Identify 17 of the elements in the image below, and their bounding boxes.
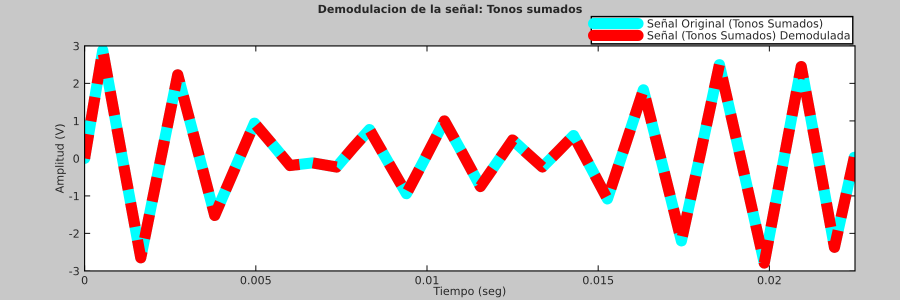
y-tick-label: 1 — [74, 117, 79, 126]
y-tick-label: -2 — [69, 229, 79, 238]
chart-title: Demodulacion de la señal: Tonos sumados — [318, 4, 582, 14]
y-tick-label: 0 — [73, 154, 79, 163]
x-tick-label: 0.015 — [583, 276, 614, 284]
x-tick-label: 0.005 — [240, 276, 271, 284]
legend-label: Señal (Tonos Sumados) Demodulada — [648, 30, 850, 41]
x-axis-title: Tiempo (seg) — [433, 286, 506, 298]
y-tick-label: 2 — [73, 79, 79, 88]
y-tick-label: -3 — [69, 266, 79, 276]
x-tick-label: 0.02 — [758, 276, 781, 284]
x-tick-label: 0 — [82, 276, 88, 284]
y-tick-label: 3 — [74, 42, 79, 50]
y-axis-title: Amplitud (V) — [55, 124, 66, 194]
y-tick-label: -1 — [69, 192, 79, 200]
legend-label: Señal Original (Tonos Sumados) — [648, 18, 822, 30]
x-tick-label: 0.01 — [415, 276, 438, 284]
